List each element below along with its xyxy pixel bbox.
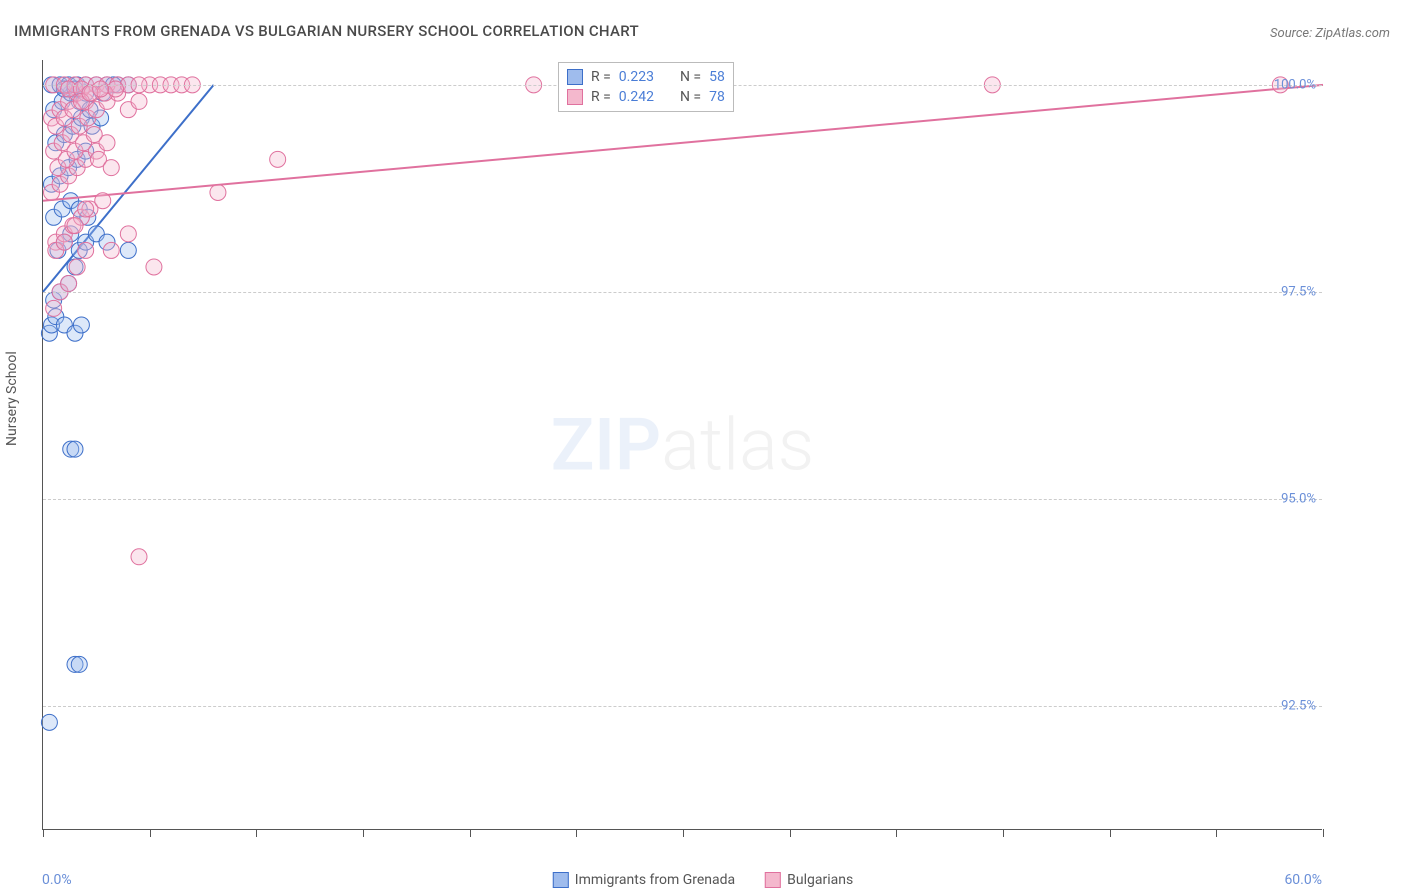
legend-swatch-icon xyxy=(567,89,583,105)
bottom-legend: Immigrants from Grenada Bulgarians xyxy=(553,872,853,888)
data-point xyxy=(61,276,77,292)
data-point xyxy=(71,656,87,672)
data-point xyxy=(108,81,124,97)
data-point xyxy=(56,234,72,250)
legend-swatch-icon xyxy=(553,872,569,888)
stat-n-value: 58 xyxy=(709,69,725,85)
stat-r-value: 0.223 xyxy=(619,69,654,85)
gridline-h xyxy=(43,292,1322,293)
x-tick xyxy=(1110,829,1111,837)
x-tick xyxy=(150,829,151,837)
stats-row: R = 0.223 N = 58 xyxy=(567,67,725,87)
chart-title: IMMIGRANTS FROM GRENADA VS BULGARIAN NUR… xyxy=(14,22,639,40)
stat-n-label: N = xyxy=(680,89,701,105)
x-tick xyxy=(790,829,791,837)
legend-item: Bulgarians xyxy=(765,872,853,888)
data-point xyxy=(131,549,147,565)
x-tick xyxy=(1323,829,1324,837)
x-tick xyxy=(896,829,897,837)
data-point xyxy=(146,259,162,275)
y-tick-label: 97.5% xyxy=(1281,284,1316,299)
data-point xyxy=(120,242,136,258)
data-point xyxy=(103,242,119,258)
stat-r-value: 0.242 xyxy=(619,89,654,105)
data-point xyxy=(78,201,94,217)
x-tick xyxy=(1216,829,1217,837)
y-axis-title: Nursery School xyxy=(4,351,20,446)
data-point xyxy=(120,226,136,242)
data-point xyxy=(46,300,62,316)
x-tick xyxy=(683,829,684,837)
y-tick-label: 95.0% xyxy=(1281,491,1316,506)
stat-n-label: N = xyxy=(680,69,701,85)
scatter-svg xyxy=(43,60,1323,830)
stat-n-value: 78 xyxy=(709,89,725,105)
x-tick xyxy=(576,829,577,837)
data-point xyxy=(210,184,226,200)
data-point xyxy=(131,93,147,109)
stat-r-label: R = xyxy=(591,69,611,85)
data-point xyxy=(41,714,57,730)
data-point xyxy=(93,81,109,97)
data-point xyxy=(103,160,119,176)
data-point xyxy=(73,317,89,333)
source-label: Source: ZipAtlas.com xyxy=(1270,26,1390,41)
legend-swatch-icon xyxy=(765,872,781,888)
x-tick-label-right: 60.0% xyxy=(1284,872,1322,888)
y-tick-label: 100.0% xyxy=(1274,77,1316,92)
x-tick xyxy=(363,829,364,837)
data-point xyxy=(86,127,102,143)
gridline-h xyxy=(43,706,1322,707)
data-point xyxy=(78,242,94,258)
legend-swatch-icon xyxy=(567,69,583,85)
x-tick xyxy=(470,829,471,837)
x-tick xyxy=(1003,829,1004,837)
chart-plot-area: ZIPatlas 92.5%95.0%97.5%100.0% xyxy=(42,60,1322,830)
stats-row: R = 0.242 N = 78 xyxy=(567,87,725,107)
gridline-h xyxy=(43,499,1322,500)
legend-label: Immigrants from Grenada xyxy=(575,872,735,888)
data-point xyxy=(67,218,83,234)
data-point xyxy=(270,151,286,167)
data-point xyxy=(67,441,83,457)
data-point xyxy=(95,193,111,209)
legend-label: Bulgarians xyxy=(787,872,853,888)
legend-item: Immigrants from Grenada xyxy=(553,872,735,888)
x-tick xyxy=(256,829,257,837)
stat-r-label: R = xyxy=(591,89,611,105)
data-point xyxy=(69,259,85,275)
x-tick-label-left: 0.0% xyxy=(42,872,72,888)
x-tick xyxy=(43,829,44,837)
y-tick-label: 92.5% xyxy=(1281,698,1316,713)
stats-legend-box: R = 0.223 N = 58 R = 0.242 N = 78 xyxy=(558,62,734,112)
